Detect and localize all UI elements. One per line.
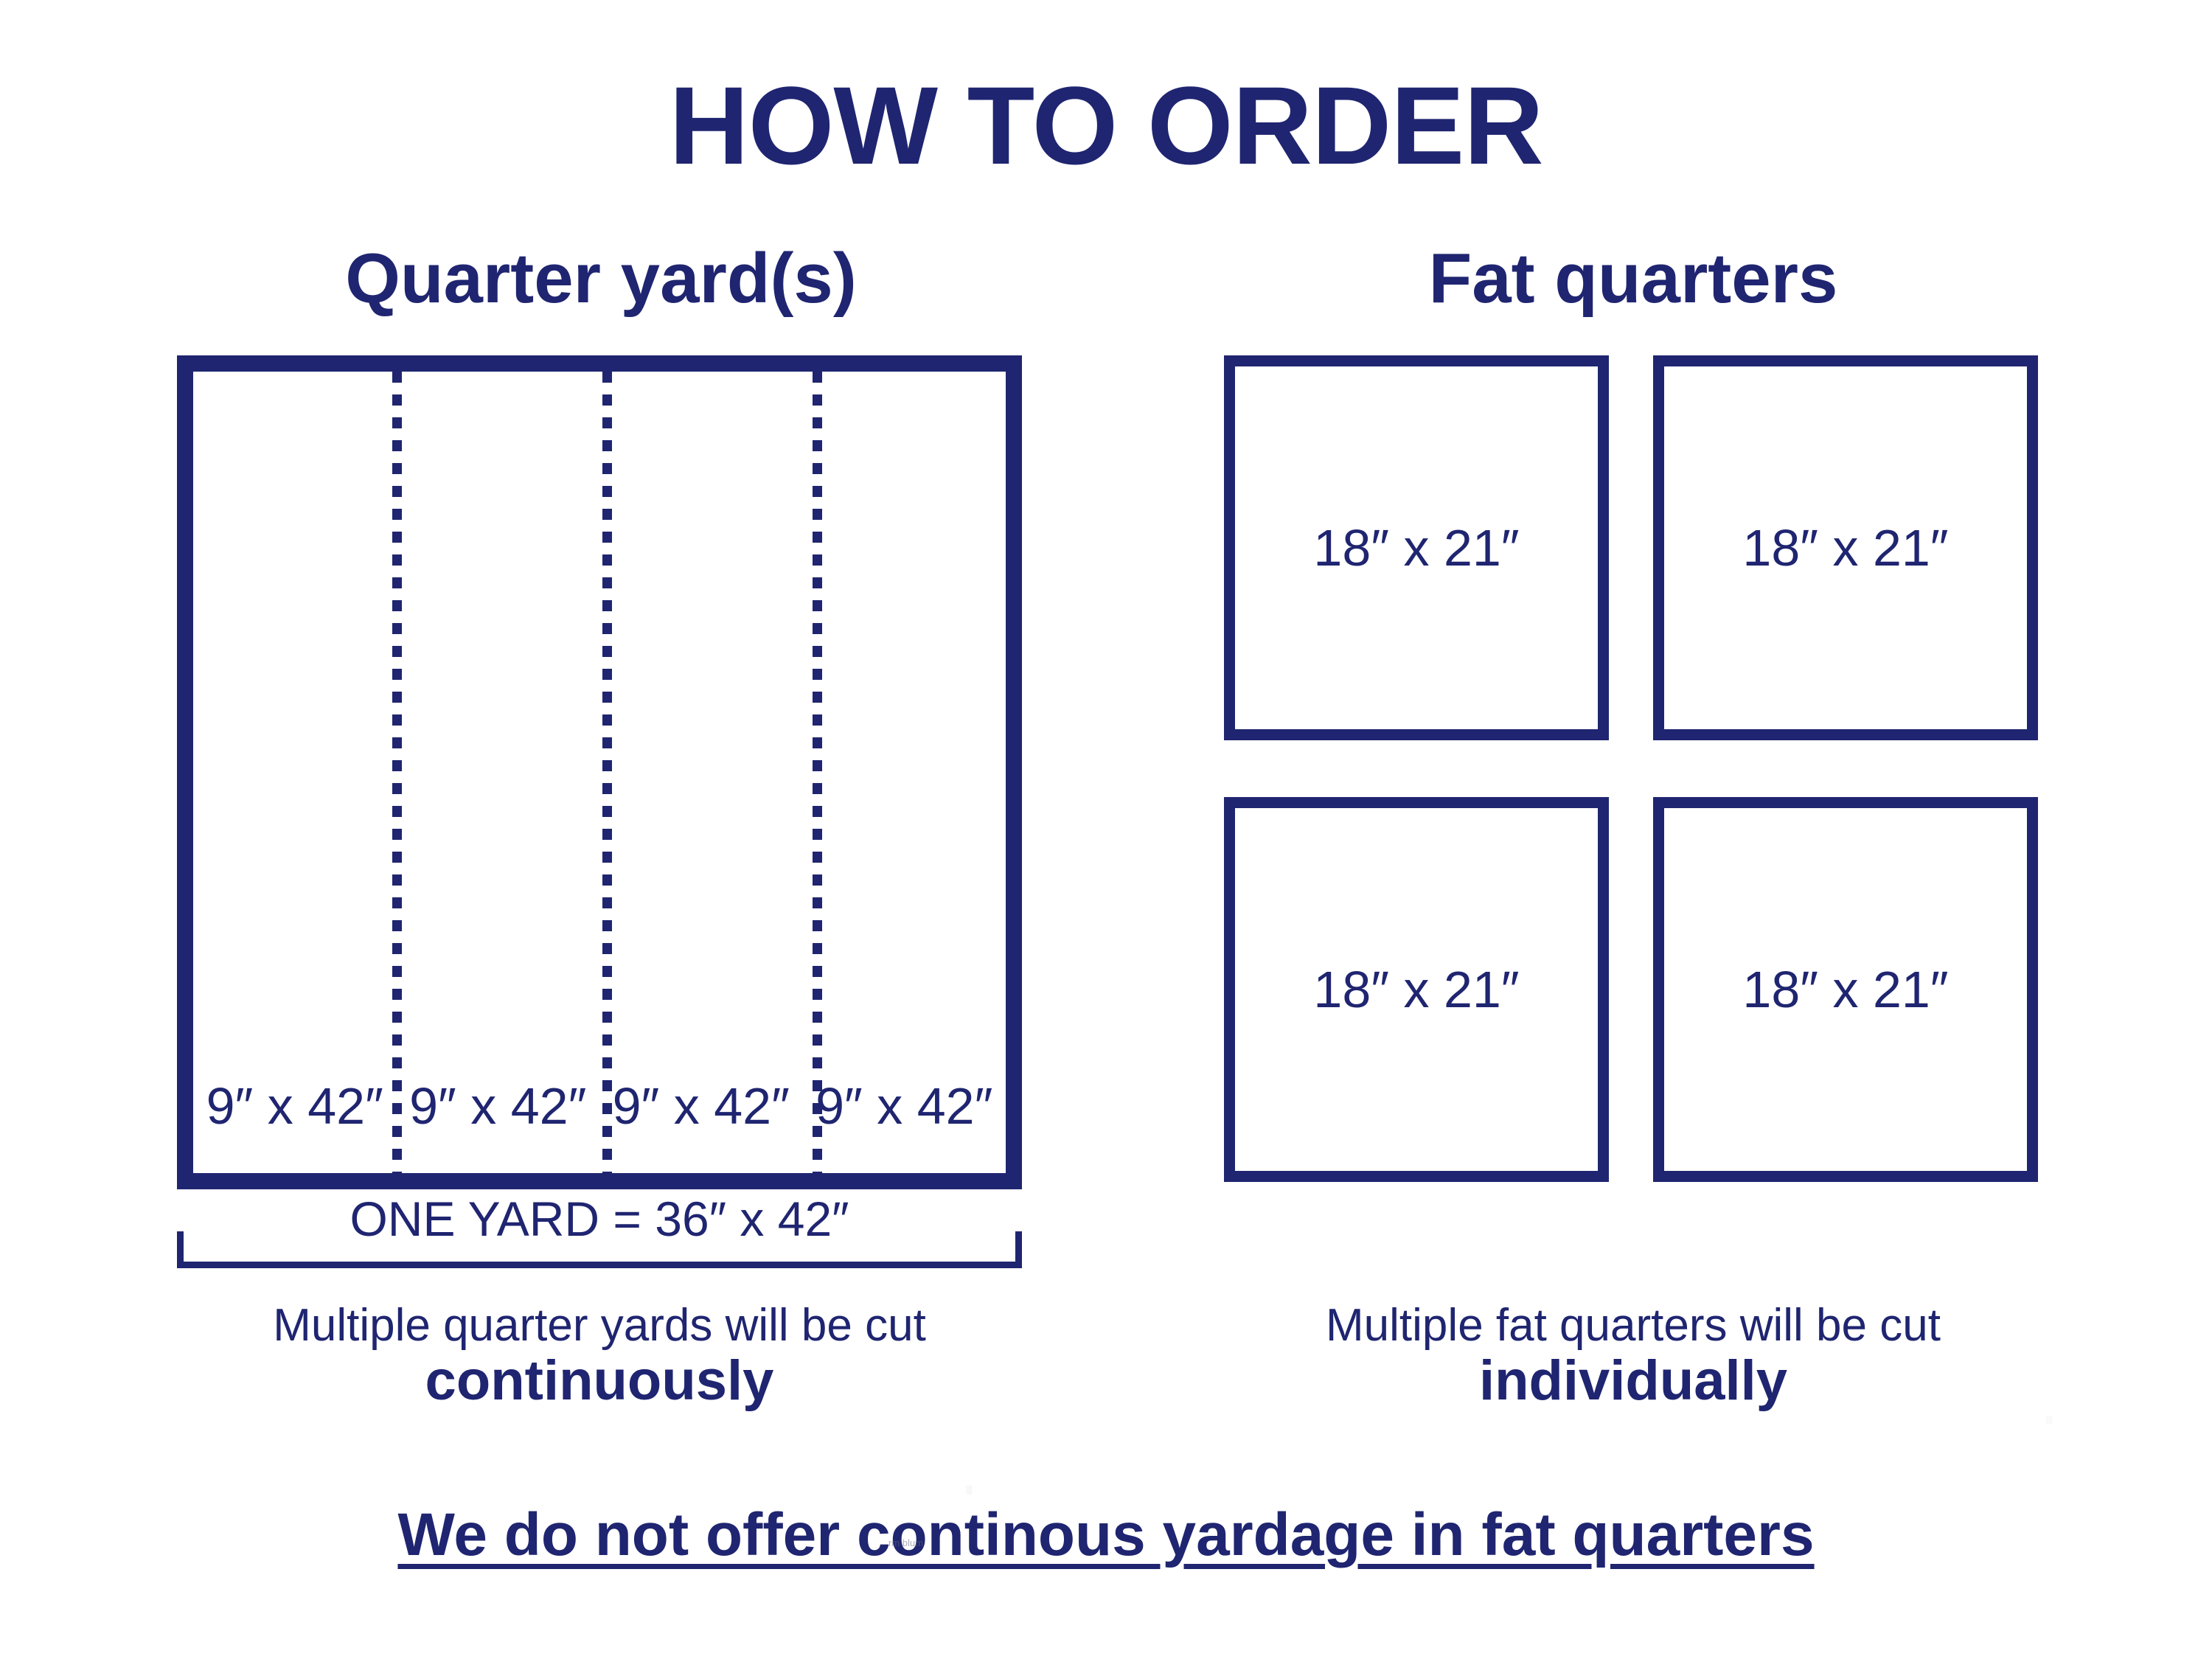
- quarter-yard-cell-label: 9″ x 42″: [815, 1077, 993, 1135]
- fat-quarter-label: 18″ x 21″: [1742, 961, 1949, 1018]
- fat-quarter-box: 18″ x 21″: [1224, 797, 1609, 1182]
- fat-quarter-label: 18″ x 21″: [1313, 961, 1520, 1018]
- scan-artifact-mark: ░: [2046, 1416, 2052, 1425]
- scan-artifact-mark: ░: [966, 1486, 972, 1495]
- quarter-yard-label-row: 9″ x 42″ 9″ x 42″ 9″ x 42″ 9″ x 42″: [193, 1074, 1006, 1138]
- bracket-tick-left: [177, 1231, 184, 1268]
- bracket-tick-right: [1015, 1231, 1022, 1268]
- one-yard-dimension-label: ONE YARD = 36″ x 42″: [349, 1192, 849, 1246]
- quarter-yard-cell-label: 9″ x 42″: [409, 1077, 587, 1135]
- fat-quarter-box: 18″ x 21″: [1653, 797, 2038, 1182]
- fat-quarter-label: 18″ x 21″: [1742, 519, 1949, 577]
- fat-quarters-caption-line1: Multiple fat quarters will be cut: [1326, 1300, 1941, 1351]
- cut-line-divider-3: [813, 372, 822, 1173]
- fat-quarters-caption-emphasis: individually: [1478, 1349, 1788, 1412]
- fat-quarter-box: 18″ x 21″: [1224, 355, 1609, 740]
- one-yard-diagram: 9″ x 42″ 9″ x 42″ 9″ x 42″ 9″ x 42″: [177, 355, 1022, 1189]
- quarter-yard-caption-emphasis: continuously: [425, 1349, 774, 1412]
- quarter-yard-heading: Quarter yard(s): [345, 239, 857, 318]
- fat-quarters-caption: Multiple fat quarters will be cut indivi…: [1209, 1301, 2057, 1411]
- quarter-yard-cell-label: 9″ x 42″: [206, 1077, 383, 1135]
- cut-line-divider-2: [602, 372, 612, 1173]
- scan-artifact-watermark: rm blum: [888, 1537, 923, 1548]
- fat-quarters-heading: Fat quarters: [1428, 239, 1838, 318]
- quarter-yard-cell-label: 9″ x 42″: [612, 1077, 790, 1135]
- cut-line-divider-1: [392, 372, 402, 1173]
- quarter-yard-caption-line1: Multiple quarter yards will be cut: [273, 1300, 926, 1351]
- footer-note: We do not offer continous yardage in fat…: [0, 1500, 2212, 1570]
- one-yard-inner: 9″ x 42″ 9″ x 42″ 9″ x 42″ 9″ x 42″: [193, 372, 1006, 1173]
- quarter-yard-caption: Multiple quarter yards will be cut conti…: [147, 1301, 1051, 1411]
- fat-quarter-box: 18″ x 21″: [1653, 355, 2038, 740]
- one-yard-dimension-bracket: [177, 1230, 1022, 1268]
- page-title: HOW TO ORDER: [669, 63, 1543, 187]
- fat-quarter-label: 18″ x 21″: [1313, 519, 1520, 577]
- bracket-line: [177, 1262, 1022, 1268]
- footer-note-text: We do not offer continous yardage in fat…: [397, 1501, 1815, 1568]
